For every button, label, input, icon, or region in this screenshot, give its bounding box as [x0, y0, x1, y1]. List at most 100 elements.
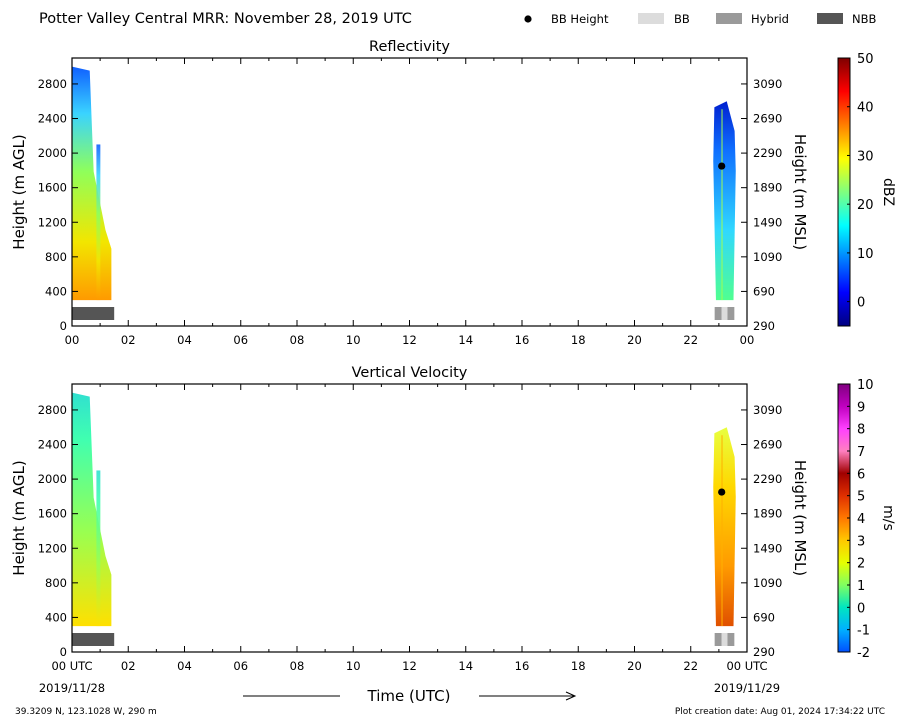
echo-streak — [96, 144, 101, 301]
x-tick-label: 00 UTC — [51, 659, 92, 673]
x-axis-label: Time (UTC) — [367, 687, 451, 705]
bb-type-bar — [72, 633, 115, 646]
time-arrow-head — [565, 691, 577, 701]
header-legend: BB Height BB Hybrid NBB — [524, 12, 876, 26]
colorbar-tick-label: 2 — [857, 557, 865, 572]
colorbar-tick-label: 8 — [857, 423, 865, 438]
x-tick-label: 02 — [121, 659, 136, 673]
y-tick-label: 2000 — [38, 146, 67, 160]
echo-streak — [721, 109, 723, 301]
y2-tick-label: 1490 — [753, 215, 782, 229]
legend-bb-height-marker — [524, 15, 532, 23]
colorbar-tick-label: 4 — [857, 512, 865, 527]
x-tick-label: 14 — [458, 659, 473, 673]
legend-bb-swatch — [638, 13, 664, 24]
y-tick-label: 1200 — [38, 215, 67, 229]
legend-nbb-label: NBB — [852, 12, 876, 26]
colorbar-tick-label: 0 — [857, 601, 865, 616]
creation-date-label: Plot creation date: Aug 01, 2024 17:34:2… — [675, 707, 885, 717]
y-tick-label: 400 — [45, 610, 67, 624]
y2-tick-label: 1890 — [753, 507, 782, 521]
colorbar-label: dBZ — [880, 178, 896, 206]
y2-tick-label: 1090 — [753, 250, 782, 264]
colorbar-label: m/s — [880, 505, 896, 531]
x-tick-label: 16 — [515, 333, 530, 347]
start-date-label: 2019/11/28 — [39, 681, 105, 695]
y2-tick-label: 690 — [753, 610, 775, 624]
bb-type-bar — [721, 307, 728, 320]
page-title: Potter Valley Central MRR: November 28, … — [39, 11, 412, 27]
y2-tick-label: 1090 — [753, 576, 782, 590]
x-tick-label: 04 — [177, 333, 192, 347]
panel-title: Vertical Velocity — [352, 365, 468, 381]
colorbar-tick-label: 0 — [857, 296, 865, 311]
y-tick-label: 0 — [60, 645, 67, 659]
y2-axis-label: Height (m MSL) — [791, 134, 809, 250]
plot-frame — [71, 57, 748, 327]
x-tick-label: 20 — [627, 659, 642, 673]
bb-type-bar — [727, 307, 735, 320]
y2-tick-label: 2290 — [753, 146, 782, 160]
x-tick-label: 12 — [402, 659, 417, 673]
bb-type-bar — [714, 307, 722, 320]
y-tick-label: 1200 — [38, 541, 67, 555]
y2-axis-label: Height (m MSL) — [791, 460, 809, 576]
legend-bb-label: BB — [674, 12, 690, 26]
x-tick-label: 00 UTC — [726, 659, 767, 673]
colorbar-tick-label: 20 — [857, 198, 874, 213]
x-tick-label: 00 — [740, 333, 755, 347]
y-tick-label: 1600 — [38, 181, 67, 195]
y2-tick-label: 1490 — [753, 541, 782, 555]
y2-tick-label: 2690 — [753, 438, 782, 452]
y-axis-label: Height (m AGL) — [10, 460, 28, 575]
plot-frame — [71, 383, 748, 653]
y2-tick-label: 690 — [753, 284, 775, 298]
colorbar-tick-label: 9 — [857, 400, 865, 415]
y-tick-label: 2800 — [38, 403, 67, 417]
x-tick-label: 18 — [571, 333, 586, 347]
y-axis-label: Height (m AGL) — [10, 134, 28, 249]
legend-hybrid-label: Hybrid — [751, 12, 789, 26]
y-tick-label: 2000 — [38, 472, 67, 486]
bb-type-bar — [727, 633, 735, 646]
echo-region — [713, 427, 736, 627]
bb-type-bar — [72, 307, 115, 320]
end-date-label: 2019/11/29 — [714, 681, 780, 695]
colorbar-tick-label: 1 — [857, 579, 865, 594]
x-tick-label: 10 — [346, 659, 361, 673]
echo-region — [713, 101, 736, 301]
x-tick-label: 22 — [683, 333, 698, 347]
panel-title: Reflectivity — [369, 39, 450, 55]
x-tick-label: 16 — [515, 659, 530, 673]
colorbar-tick-label: -2 — [857, 646, 870, 661]
y-tick-label: 2400 — [38, 112, 67, 126]
x-tick-label: 22 — [683, 659, 698, 673]
colorbar-tick-label: 30 — [857, 149, 874, 164]
y-tick-label: 2800 — [38, 77, 67, 91]
y-tick-label: 800 — [45, 250, 67, 264]
y-tick-label: 800 — [45, 576, 67, 590]
x-tick-label: 10 — [346, 333, 361, 347]
y2-tick-label: 3090 — [753, 403, 782, 417]
colorbar-tick-label: 5 — [857, 490, 865, 505]
x-tick-label: 04 — [177, 659, 192, 673]
colorbar-tick-label: 10 — [857, 247, 874, 262]
colorbar-tick-label: -1 — [857, 624, 870, 639]
x-tick-label: 08 — [290, 333, 305, 347]
colorbar — [837, 57, 851, 327]
x-tick-label: 12 — [402, 333, 417, 347]
x-tick-label: 20 — [627, 333, 642, 347]
y2-tick-label: 2690 — [753, 112, 782, 126]
y2-tick-label: 3090 — [753, 77, 782, 91]
y2-tick-label: 290 — [753, 645, 775, 659]
x-tick-label: 18 — [571, 659, 586, 673]
bb-type-bar — [714, 633, 722, 646]
y2-tick-label: 2290 — [753, 472, 782, 486]
x-tick-label: 08 — [290, 659, 305, 673]
location-label: 39.3209 N, 123.1028 W, 290 m — [15, 707, 157, 717]
x-tick-label: 06 — [233, 333, 248, 347]
colorbar-tick-label: 40 — [857, 101, 874, 116]
